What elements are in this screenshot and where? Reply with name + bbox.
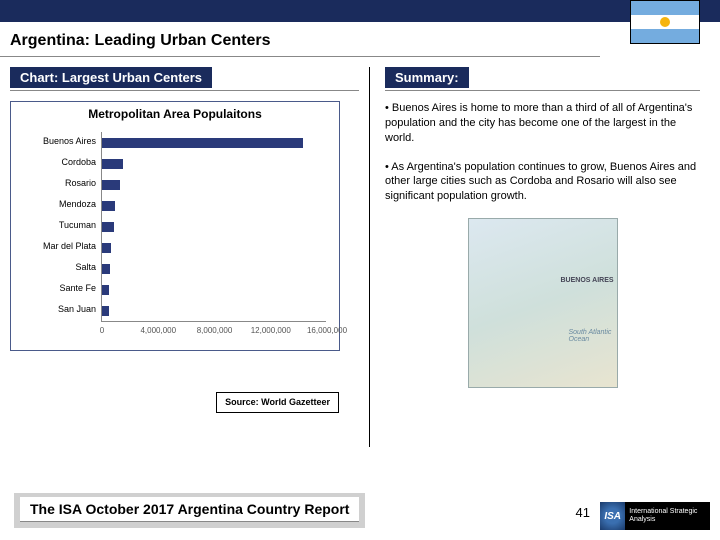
bar: [102, 264, 110, 274]
bar-category-label: Cordoba: [16, 157, 96, 167]
bar-row: Rosario: [102, 180, 327, 190]
bar: [102, 306, 109, 316]
bar: [102, 243, 111, 253]
chart-section-header: Chart: Largest Urban Centers: [10, 67, 212, 88]
summary-bullets: • Buenos Aires is home to more than a th…: [385, 101, 700, 204]
left-column: Chart: Largest Urban Centers Metropolita…: [10, 67, 370, 447]
bar-row: Buenos Aires: [102, 138, 327, 148]
argentina-flag-icon: [630, 0, 700, 44]
summary-section-header: Summary:: [385, 67, 469, 88]
x-tick-label: 0: [100, 326, 104, 335]
footer-title-wrap: The ISA October 2017 Argentina Country R…: [14, 493, 365, 528]
map-capital-label: BUENOS AIRES: [561, 277, 614, 284]
x-tick-label: 16,000,000: [307, 326, 347, 335]
bar-row: Salta: [102, 264, 327, 274]
bar: [102, 201, 115, 211]
chart-title: Metropolitan Area Populaitons: [11, 102, 339, 129]
bar: [102, 285, 109, 295]
summary-bullet: • As Argentina's population continues to…: [385, 160, 700, 205]
bar-row: San Juan: [102, 306, 327, 316]
page-title: Argentina: Leading Urban Centers: [0, 22, 600, 57]
x-tick-label: 12,000,000: [251, 326, 291, 335]
bar-row: Cordoba: [102, 159, 327, 169]
bar-category-label: Salta: [16, 262, 96, 272]
bar-category-label: Tucuman: [16, 220, 96, 230]
isa-logo: ISA International Strategic Analysis: [600, 502, 710, 530]
bar-category-label: Buenos Aires: [16, 136, 96, 146]
isa-logo-text: International Strategic Analysis: [625, 508, 710, 523]
bar-category-label: Sante Fe: [16, 283, 96, 293]
argentina-map-icon: BUENOS AIRES South Atlantic Ocean: [468, 218, 618, 388]
bar-category-label: Rosario: [16, 178, 96, 188]
divider: [385, 90, 700, 91]
bar-row: Mar del Plata: [102, 243, 327, 253]
bar: [102, 180, 120, 190]
divider: [10, 90, 359, 91]
right-column: Summary: • Buenos Aires is home to more …: [370, 67, 700, 447]
bar: [102, 159, 123, 169]
bar-category-label: Mendoza: [16, 199, 96, 209]
chart-source: Source: World Gazetteer: [216, 392, 339, 413]
content-columns: Chart: Largest Urban Centers Metropolita…: [0, 57, 720, 447]
bar: [102, 222, 114, 232]
bar-category-label: San Juan: [16, 304, 96, 314]
chart-plot-area: Buenos Aires Cordoba Rosario Mendoza Tucuman…: [101, 132, 326, 322]
bar-category-label: Mar del Plata: [16, 241, 96, 251]
footer-report-title: The ISA October 2017 Argentina Country R…: [20, 497, 359, 522]
bar-row: Sante Fe: [102, 285, 327, 295]
summary-bullet: • Buenos Aires is home to more than a th…: [385, 101, 700, 146]
bar: [102, 138, 303, 148]
map-ocean-label: South Atlantic Ocean: [569, 329, 617, 343]
page-number: 41: [576, 505, 590, 520]
x-tick-label: 4,000,000: [140, 326, 176, 335]
population-chart: Metropolitan Area Populaitons Buenos Air…: [10, 101, 340, 351]
header-bar: [0, 0, 720, 22]
isa-logo-badge: ISA: [600, 502, 625, 530]
bar-row: Mendoza: [102, 201, 327, 211]
x-tick-label: 8,000,000: [197, 326, 233, 335]
bar-row: Tucuman: [102, 222, 327, 232]
